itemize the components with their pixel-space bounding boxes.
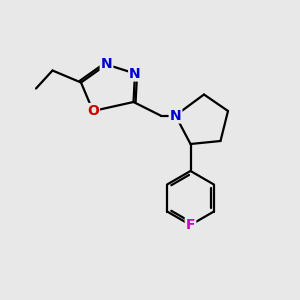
- Text: N: N: [170, 109, 181, 122]
- Text: O: O: [87, 104, 99, 118]
- Text: N: N: [101, 58, 112, 71]
- Text: N: N: [129, 67, 141, 80]
- Text: F: F: [186, 218, 195, 232]
